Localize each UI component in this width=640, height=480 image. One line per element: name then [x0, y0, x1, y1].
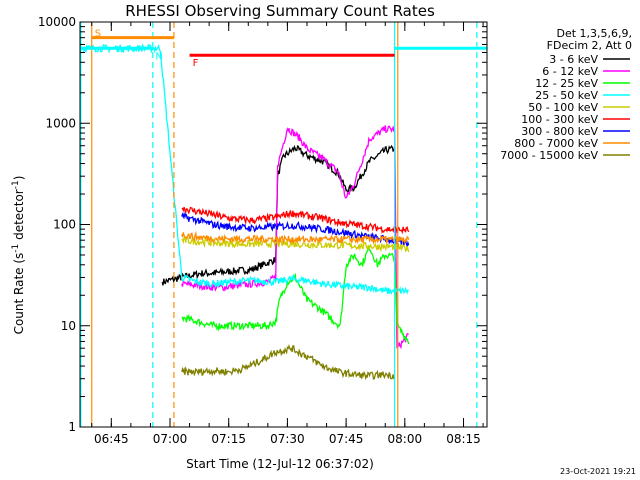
legend-entry-label: 3 - 6 keV	[549, 53, 598, 66]
y-tick-label: 1	[68, 420, 76, 434]
flag-label: S	[95, 29, 101, 40]
legend-header: Det 1,3,5,6,9,	[556, 27, 632, 40]
flags-layer: S N F	[80, 22, 487, 427]
x-tick-label: 07:00	[153, 432, 188, 446]
legend-header: FDecim 2, Att 0	[547, 39, 632, 52]
chart-title: RHESSI Observing Summary Count Rates	[125, 2, 435, 20]
timestamp: 23-Oct-2021 19:21	[560, 467, 636, 476]
series-line	[181, 206, 410, 235]
axes-layer: 1 10 100 1000 10000 06:45 07:00 07:15 07:30 07:45…	[38, 15, 488, 446]
x-tick-label: 08:00	[388, 432, 423, 446]
x-tick-label: 07:15	[211, 432, 246, 446]
flag-label: N	[155, 51, 162, 62]
series-2	[181, 245, 410, 345]
legend-entry-label: 800 - 7000 keV	[514, 137, 598, 150]
series-1	[181, 125, 409, 349]
y-tick-label: 100	[53, 218, 76, 232]
series-line	[181, 245, 410, 345]
x-axis-label: Start Time (12-Jul-12 06:37:02)	[186, 457, 374, 471]
series-line	[181, 343, 396, 381]
plot-area	[80, 22, 487, 427]
y-axis-label-part: detector	[12, 189, 26, 244]
y-tick-label: 10	[61, 319, 76, 333]
x-tick-label: 07:45	[329, 432, 364, 446]
y-axis-label-sup: -1	[11, 244, 21, 253]
y-axis-label-part: Count Rate (s	[12, 253, 26, 335]
series-4	[181, 235, 410, 253]
series-8	[181, 343, 396, 381]
y-tick-label: 10000	[38, 15, 76, 29]
y-tick-label: 1000	[45, 116, 76, 130]
series-line	[181, 230, 410, 246]
legend-entry-label: 7000 - 15000 keV	[500, 149, 598, 162]
series-7	[181, 230, 410, 246]
legend-entry-label: 12 - 25 keV	[535, 77, 598, 90]
y-axis-label-sup: -1	[11, 180, 21, 189]
legend: Det 1,3,5,6,9,FDecim 2, Att 03 - 6 keV6 …	[500, 27, 632, 162]
legend-entry-label: 100 - 300 keV	[521, 113, 598, 126]
series-5	[181, 206, 410, 235]
series-line	[161, 144, 396, 286]
y-axis-label-part: )	[12, 176, 26, 181]
series-line	[181, 125, 409, 349]
x-tick-label: 07:30	[270, 432, 305, 446]
legend-entry-label: 6 - 12 keV	[542, 65, 598, 78]
y-axis-label: Count Rate (s-1 detector-1)	[11, 176, 26, 335]
flag-label: F	[193, 58, 199, 69]
legend-entry-label: 300 - 800 keV	[521, 125, 598, 138]
legend-entry-label: 25 - 50 keV	[535, 89, 598, 102]
legend-entry-label: 50 - 100 keV	[528, 101, 598, 114]
x-tick-label: 08:15	[446, 432, 481, 446]
x-tick-label: 06:45	[94, 432, 129, 446]
svg-text:Count Rate (s-1 detector-1): Count Rate (s-1 detector-1)	[11, 176, 26, 335]
series-line	[181, 235, 410, 253]
series-0	[161, 144, 396, 286]
